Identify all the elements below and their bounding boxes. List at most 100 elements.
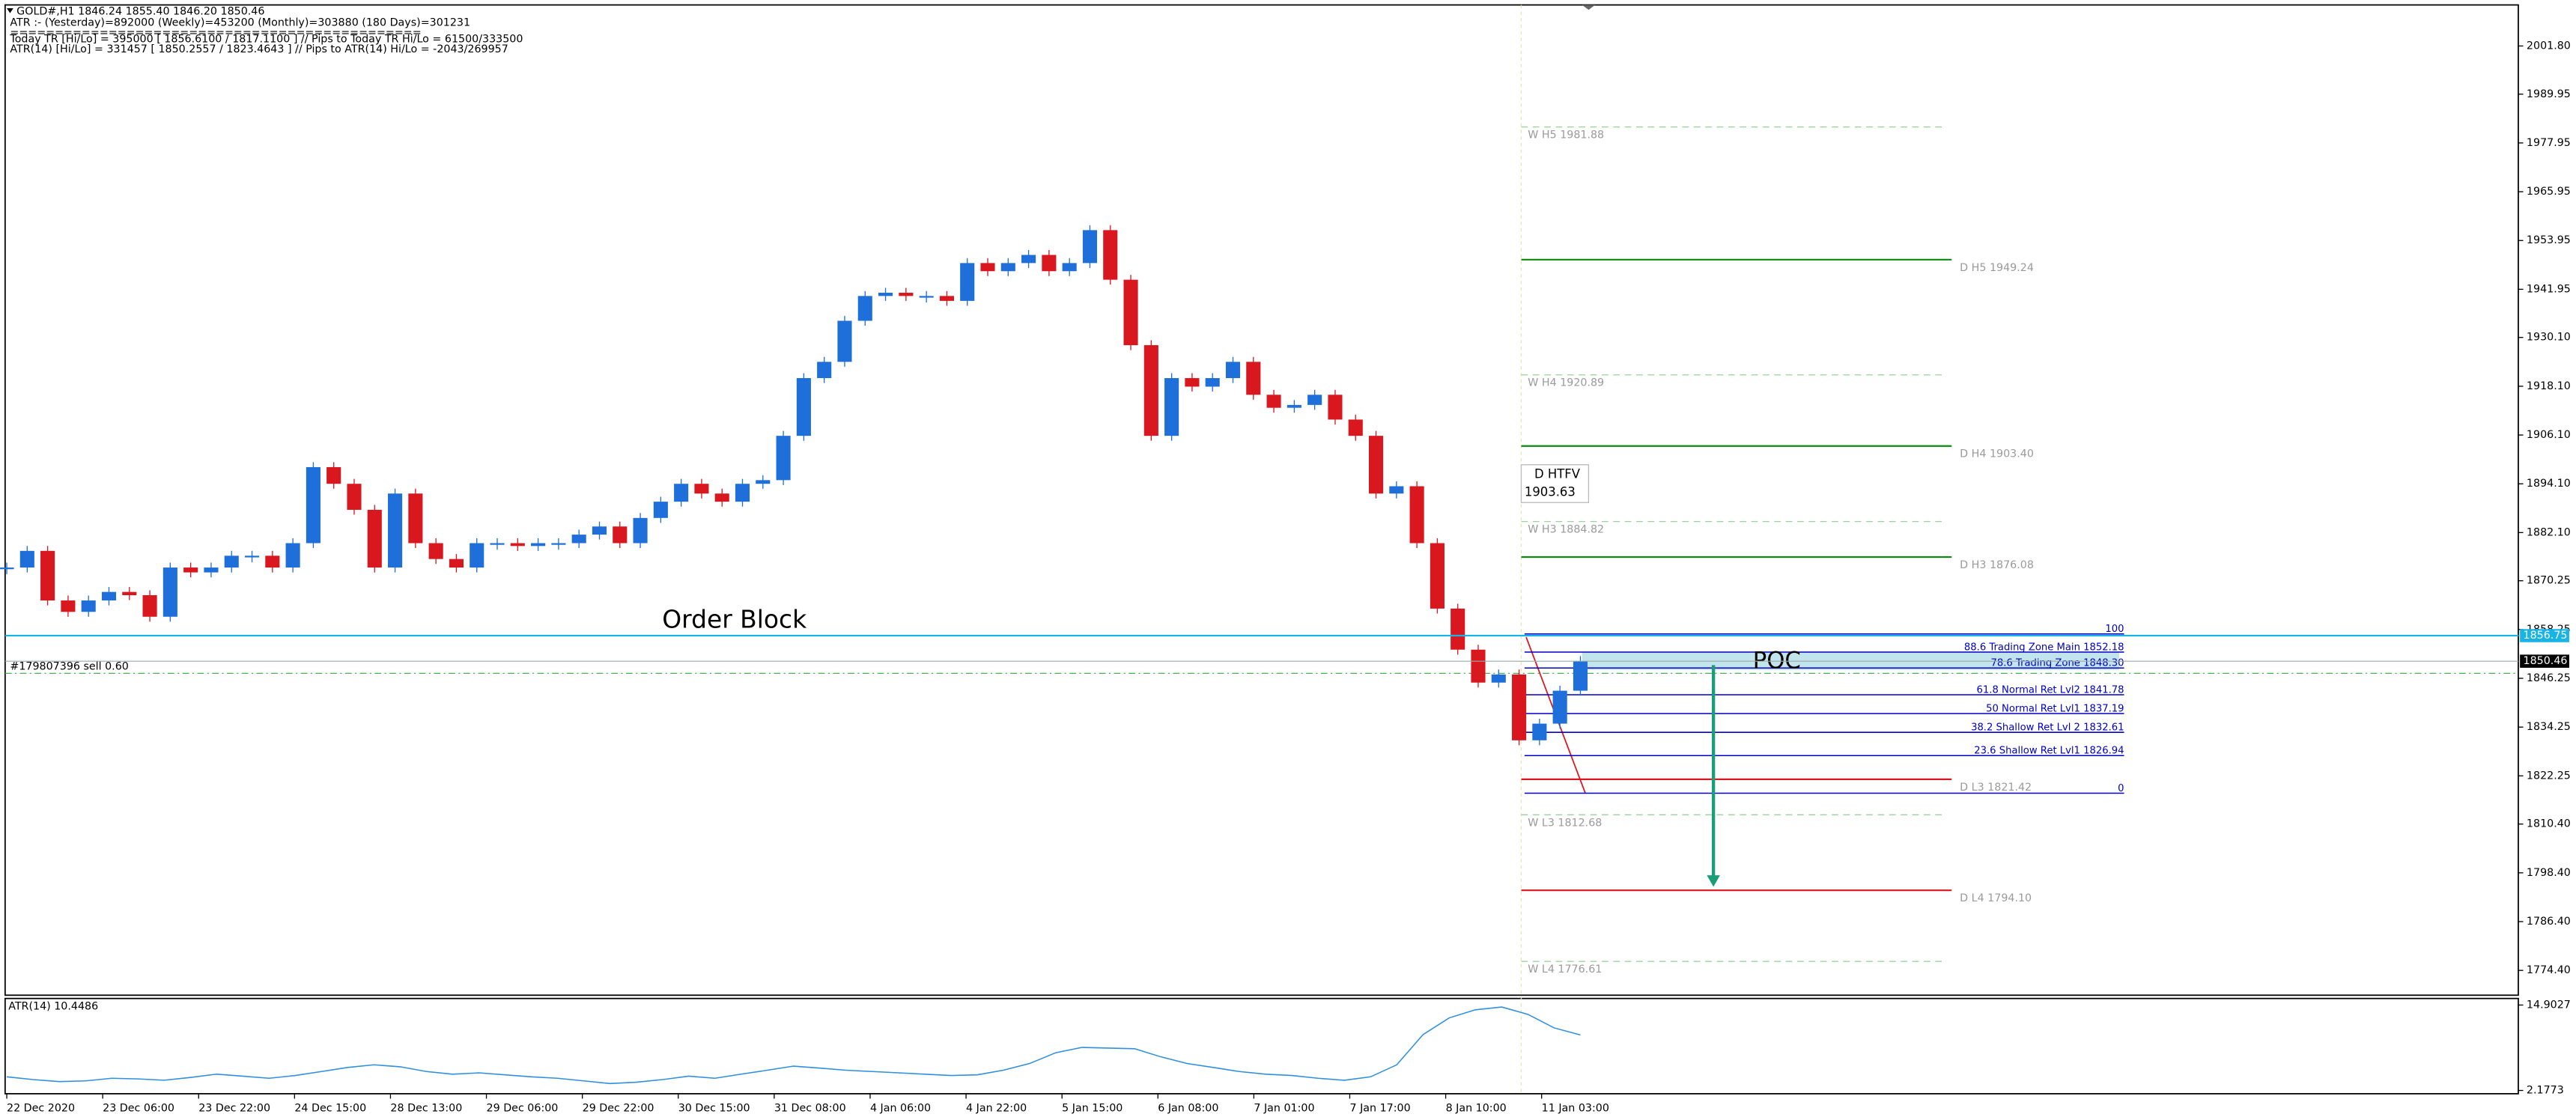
fib-label: 50 Normal Ret Lvl1 1837.19 — [1986, 704, 2124, 715]
fib-label: 0 — [2118, 783, 2124, 794]
fib-text: Shallow Ret Lvl1 1826.94 — [1999, 746, 2124, 757]
y-tick-label: 1918.10 — [2527, 380, 2571, 392]
candle — [1225, 362, 1241, 379]
y-tick-label: 1930.10 — [2527, 332, 2571, 344]
candle — [674, 484, 689, 502]
candle — [1512, 674, 1527, 740]
candle — [510, 543, 525, 547]
candle — [1082, 230, 1098, 264]
candle — [919, 296, 934, 298]
candle — [81, 600, 96, 612]
candle — [1042, 255, 1057, 272]
candle — [633, 517, 648, 544]
fib-label: 88.6 Trading Zone Main 1852.18 — [1964, 642, 2124, 653]
candle — [142, 594, 157, 617]
fib-pct: 88.6 — [1964, 642, 1986, 653]
y-tick-label: 1774.40 — [2527, 964, 2571, 976]
x-tick-label: 7 Jan 17:00 — [1349, 1103, 1410, 1115]
candle — [1307, 395, 1322, 405]
candle — [470, 543, 484, 568]
candle — [1430, 543, 1445, 609]
candle — [878, 293, 893, 296]
htfv-box — [1520, 464, 1590, 503]
pivot-label: D H4 1903.40 — [1960, 448, 2034, 460]
header-line: ATR :- (Yesterday)=892000 (Weekly)=45320… — [10, 17, 470, 29]
candle — [428, 543, 443, 559]
pivot-label: W L4 1776.61 — [1528, 964, 1602, 976]
main-plot-frame — [4, 4, 2519, 996]
fib-pct: 38.2 — [1971, 722, 1993, 734]
y-tick-label: 1989.95 — [2527, 88, 2571, 100]
candle — [531, 543, 546, 547]
trade-label: #179807396 sell 0.60 — [10, 661, 128, 673]
candle — [224, 556, 239, 568]
candle — [1491, 674, 1506, 683]
candle — [347, 484, 362, 510]
y-tick-label: 1786.40 — [2527, 916, 2571, 928]
y-tick-label: 1953.95 — [2527, 234, 2571, 246]
fib-label: 78.6 Trading Zone 1848.30 — [1990, 658, 2124, 669]
y-tick-label: 1882.10 — [2527, 526, 2571, 538]
candle — [980, 263, 995, 272]
fib-pct: 61.8 — [1977, 684, 1999, 696]
candle — [490, 543, 505, 545]
x-tick-label: 28 Dec 13:00 — [390, 1103, 462, 1115]
candle — [1389, 486, 1404, 494]
atr-label: ATR(14) 10.4486 — [8, 1001, 98, 1013]
y-tick-label: 1798.40 — [2527, 867, 2571, 879]
candle — [449, 559, 464, 568]
pivot-label: W H5 1981.88 — [1528, 130, 1604, 141]
candle — [1246, 362, 1261, 395]
y-tick-label: 1834.25 — [2527, 721, 2571, 733]
pivot-label: D H3 1876.08 — [1960, 559, 2034, 571]
x-tick-label: 22 Dec 2020 — [7, 1103, 75, 1115]
candle — [408, 493, 423, 544]
header-line: ========================================… — [10, 27, 421, 39]
x-tick-label: 23 Dec 06:00 — [103, 1103, 174, 1115]
candle — [367, 509, 382, 568]
candle — [101, 591, 117, 601]
candle — [592, 526, 607, 535]
candle — [244, 556, 260, 558]
candle — [1287, 404, 1301, 408]
y-tick-label: 1941.95 — [2527, 283, 2571, 295]
candle — [714, 493, 729, 502]
candle — [19, 550, 34, 568]
htfv-title: D HTFV — [1534, 466, 1581, 481]
pivot-label: D H5 1949.24 — [1960, 262, 2034, 274]
fib-pct: 78.6 — [1990, 658, 2012, 669]
price-tag — [2520, 629, 2569, 642]
candle — [1328, 395, 1343, 420]
candle — [285, 543, 300, 568]
candle — [857, 296, 872, 321]
fib-pct: 0 — [2118, 783, 2124, 794]
atr-line — [6, 1006, 1581, 1085]
fib-text: Trading Zone 1848.30 — [2015, 658, 2124, 669]
candle — [837, 320, 852, 362]
candle — [388, 493, 403, 568]
candle — [551, 543, 566, 545]
x-tick-label: 31 Dec 08:00 — [774, 1103, 846, 1115]
header-line: Today TR [Hi/Lo] = 395000 [ 1856.6100 / … — [9, 34, 523, 46]
candle — [1143, 345, 1158, 436]
htfv-value: 1903.63 — [1525, 485, 1576, 499]
x-tick-label: 30 Dec 15:00 — [678, 1103, 750, 1115]
header-line: ATR(14) [Hi/Lo] = 331457 [ 1850.2557 / 1… — [10, 43, 508, 55]
pivot-label: D L3 1821.42 — [1960, 782, 2032, 794]
fib-pct: 100 — [2105, 624, 2124, 635]
y-tick-label: 1846.25 — [2527, 672, 2571, 684]
candle — [613, 526, 628, 544]
candle — [1164, 378, 1179, 436]
candle — [162, 567, 177, 617]
x-tick-label: 24 Dec 15:00 — [294, 1103, 366, 1115]
atr-tick-label: 14.9027 — [2527, 999, 2571, 1011]
pivot-label: W H4 1920.89 — [1528, 377, 1604, 389]
candle — [1185, 378, 1200, 387]
y-tick-label: 1870.25 — [2527, 575, 2571, 587]
candle — [1471, 649, 1486, 683]
candle — [1021, 255, 1036, 264]
y-tick-label: 1894.10 — [2527, 478, 2571, 490]
pivot-label: W L3 1812.68 — [1528, 817, 1602, 829]
